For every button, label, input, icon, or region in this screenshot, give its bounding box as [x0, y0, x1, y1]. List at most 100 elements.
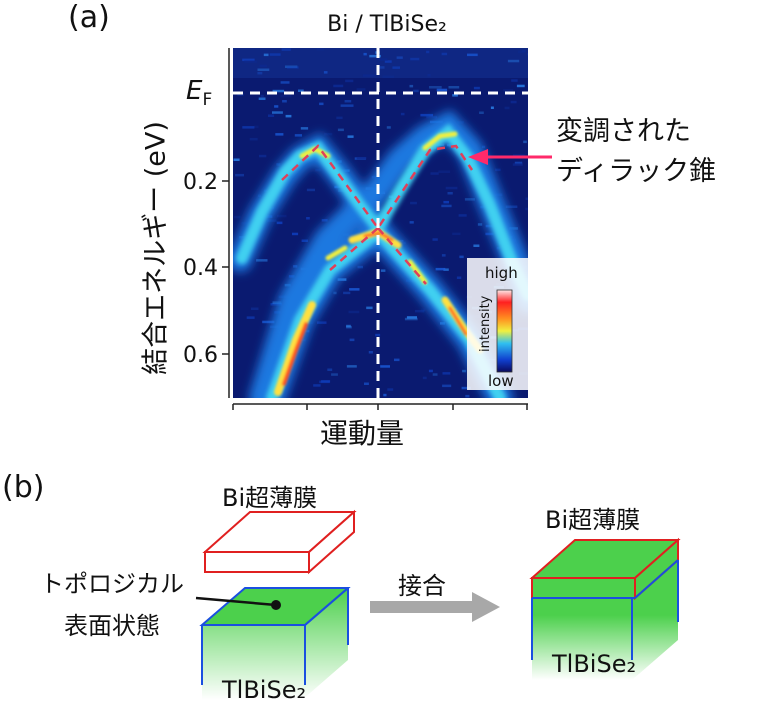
heatmap-speckle	[448, 86, 460, 89]
heatmap-speckle	[410, 201, 417, 205]
heatmap-speckle	[333, 291, 337, 295]
heatmap-speckle	[316, 48, 325, 51]
heatmap-speckle	[442, 384, 452, 388]
heatmap-speckle	[426, 115, 438, 119]
heatmap-speckle	[482, 145, 486, 149]
heatmap-speckle	[441, 204, 452, 208]
heatmap-speckle	[285, 65, 298, 68]
heatmap-speckle	[250, 307, 259, 310]
heatmap-speckle	[298, 89, 304, 92]
heatmap-speckle	[256, 259, 268, 262]
heatmap-speckle	[356, 88, 366, 91]
heatmap-speckle	[356, 156, 367, 160]
heatmap-speckle	[400, 112, 405, 116]
heatmap-speckle	[233, 215, 241, 219]
heatmap-speckle	[435, 267, 446, 271]
heatmap-speckle	[246, 316, 255, 319]
heatmap-speckle	[242, 126, 255, 129]
heatmap-speckle	[337, 278, 347, 281]
heatmap-speckle	[479, 111, 484, 114]
heatmap-speckle	[504, 106, 510, 110]
heatmap-speckle	[404, 317, 418, 321]
heatmap-speckle	[292, 232, 299, 236]
heatmap-speckle	[441, 52, 448, 56]
y-tick-0.4: 0.4	[183, 256, 218, 281]
heatmap-speckle	[357, 265, 363, 269]
heatmap-speckle	[387, 388, 394, 391]
heatmap-speckle	[272, 111, 283, 114]
panel-a-label: (a)	[68, 0, 110, 35]
heatmap-speckle	[237, 93, 244, 96]
heatmap-speckle	[495, 168, 501, 172]
heatmap-speckle	[343, 291, 351, 295]
heatmap-speckle	[319, 380, 330, 384]
heatmap-speckle	[523, 140, 527, 144]
heatmap-speckle	[442, 372, 451, 375]
heatmap-speckle	[473, 244, 480, 247]
film-label-left: Bi超薄膜	[222, 484, 318, 512]
heatmap-speckle	[464, 198, 475, 201]
process-arrow	[370, 592, 500, 622]
heatmap-speckle	[447, 192, 453, 195]
heatmap-speckle	[452, 94, 458, 97]
heatmap-speckle	[244, 60, 257, 63]
heatmap-speckle	[276, 221, 283, 225]
heatmap-speckle	[233, 158, 240, 161]
heatmap-speckle	[382, 75, 395, 78]
ef-label: EF	[186, 76, 213, 110]
heatmap-speckle	[409, 221, 414, 224]
heatmap-speckle	[270, 303, 282, 306]
heatmap-speckle	[459, 255, 464, 259]
heatmap-speckle	[347, 135, 354, 138]
heatmap-speckle	[383, 393, 387, 397]
heatmap-speckle	[441, 254, 446, 257]
heatmap-speckle	[379, 58, 388, 61]
surface-state-line-2: 表面状態	[64, 612, 160, 640]
heatmap-speckle	[378, 66, 385, 69]
heatmap-speckle	[517, 50, 526, 54]
heatmap-speckle	[386, 126, 391, 129]
heatmap-speckle	[458, 214, 467, 217]
heatmap-speckle	[323, 71, 328, 74]
heatmap-speckle	[406, 316, 417, 319]
heatmap-speckle	[396, 56, 403, 59]
heatmap-speckle	[420, 113, 433, 117]
surface-state-label: トポロジカル 表面状態	[22, 563, 202, 647]
heatmap-speckle	[281, 48, 291, 51]
heatmap-speckle	[465, 394, 470, 398]
schematic-diagram	[195, 509, 681, 700]
heatmap-speckle	[525, 207, 528, 211]
heatmap-speckle	[316, 321, 327, 324]
y-tick-0.6: 0.6	[183, 343, 218, 368]
heatmap-speckle	[375, 333, 381, 337]
heatmap-speckle	[272, 89, 285, 93]
heatmap-speckle	[485, 232, 494, 236]
heatmap-speckle	[443, 268, 449, 271]
heatmap-speckle	[438, 170, 451, 173]
heatmap-speckle	[235, 173, 244, 177]
heatmap-speckle	[336, 116, 343, 120]
heatmap-speckle	[280, 81, 290, 84]
heatmap-speckle	[337, 128, 344, 132]
heatmap-speckle	[452, 232, 461, 236]
heatmap-speckle	[366, 306, 373, 310]
heatmap-speckle	[521, 49, 526, 53]
heatmap-speckle	[275, 133, 284, 136]
heatmap-speckle	[324, 132, 333, 136]
heatmap-speckle	[269, 53, 281, 56]
bi-film-left	[202, 509, 357, 575]
heatmap-speckle	[319, 102, 324, 106]
heatmap-speckle	[392, 66, 400, 69]
heatmap-speckle	[346, 325, 352, 329]
heatmap-speckle	[293, 265, 298, 268]
heatmap-speckle	[427, 74, 431, 77]
heatmap-speckle	[467, 53, 478, 57]
heatmap-speckle	[349, 288, 360, 291]
heatmap-speckle	[428, 369, 433, 373]
heatmap-speckle	[333, 84, 344, 88]
heatmap-speckle	[514, 161, 523, 165]
heatmap-speckle	[259, 64, 267, 68]
heatmap-speckle	[507, 59, 520, 63]
heatmap-speckle	[272, 301, 282, 304]
heatmap-speckle	[285, 114, 292, 118]
